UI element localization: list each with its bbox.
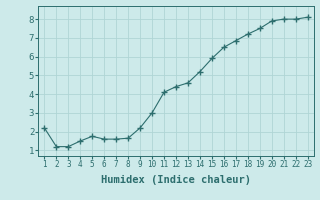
X-axis label: Humidex (Indice chaleur): Humidex (Indice chaleur) (101, 175, 251, 185)
